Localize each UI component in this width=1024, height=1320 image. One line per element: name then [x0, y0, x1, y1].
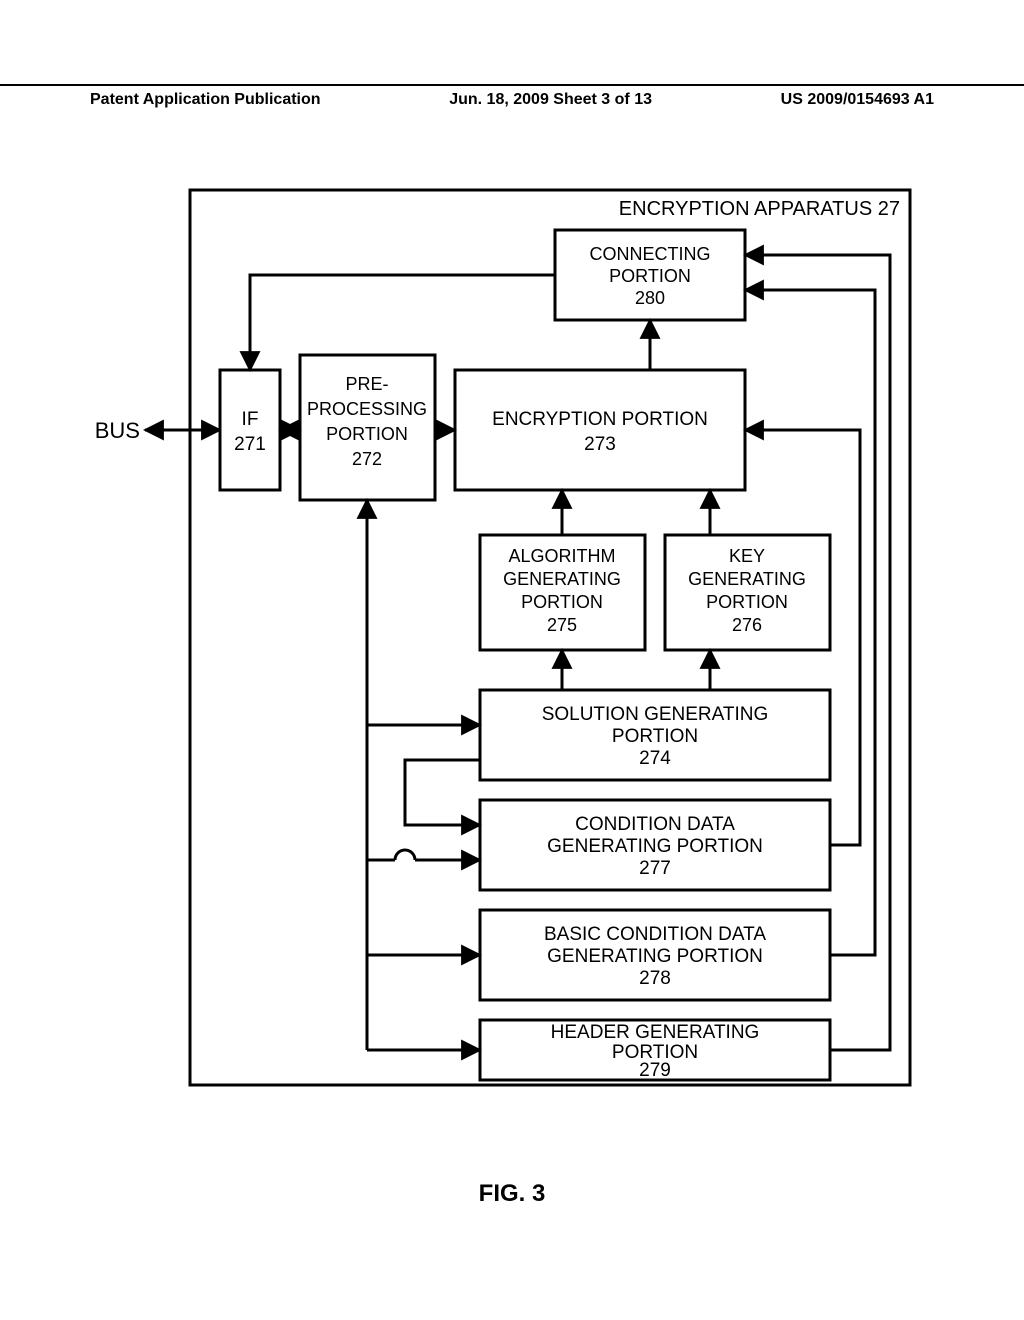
node-sol-l0: SOLUTION GENERATING	[542, 704, 769, 725]
node-conn-l1: PORTION	[609, 266, 691, 286]
node-header-l0: HEADER GENERATING	[551, 1022, 760, 1043]
diagram: ENCRYPTION APPARATUS 27 BUS IF 271 PRE- …	[90, 160, 934, 1180]
node-enc-l0: ENCRYPTION PORTION	[492, 409, 708, 430]
outer-box-label: ENCRYPTION APPARATUS 27	[619, 198, 900, 220]
node-pre-l0: PRE-	[345, 374, 388, 394]
node-enc	[455, 370, 745, 490]
node-sol-l2: 274	[639, 748, 671, 769]
node-basic-l1: GENERATING PORTION	[547, 946, 763, 967]
node-key-l2: PORTION	[706, 592, 788, 612]
node-if-line1: 271	[234, 434, 266, 455]
node-if	[220, 370, 280, 490]
node-alg-l0: ALGORITHM	[508, 546, 615, 566]
node-cond-l2: 277	[639, 858, 671, 879]
node-basic-l2: 278	[639, 968, 671, 989]
node-key-l0: KEY	[729, 546, 765, 566]
node-conn-l2: 280	[635, 288, 665, 308]
header-center: Jun. 18, 2009 Sheet 3 of 13	[449, 91, 652, 109]
node-if-line0: IF	[242, 409, 259, 430]
edge-trunk-cond-hop	[395, 850, 415, 860]
header-right: US 2009/0154693 A1	[781, 91, 934, 109]
node-cond-l1: GENERATING PORTION	[547, 836, 763, 857]
node-conn-l0: CONNECTING	[590, 244, 711, 264]
node-cond-l0: CONDITION DATA	[575, 814, 735, 835]
page-header: Patent Application Publication Jun. 18, …	[0, 84, 1024, 109]
node-basic-l0: BASIC CONDITION DATA	[544, 924, 766, 945]
node-alg-l1: GENERATING	[503, 569, 621, 589]
node-alg-l2: PORTION	[521, 592, 603, 612]
node-key-l1: GENERATING	[688, 569, 806, 589]
node-key-l3: 276	[732, 615, 762, 635]
header-left: Patent Application Publication	[90, 91, 321, 109]
node-pre-l3: 272	[352, 449, 382, 469]
edge-sol-cond	[405, 760, 480, 825]
node-pre-l1: PROCESSING	[307, 399, 427, 419]
node-header-l2: 279	[639, 1060, 671, 1081]
node-sol-l1: PORTION	[612, 726, 698, 747]
node-alg-l3: 275	[547, 615, 577, 635]
figure-label: FIG. 3	[0, 1180, 1024, 1208]
node-pre-l2: PORTION	[326, 424, 408, 444]
bus-label: BUS	[95, 418, 140, 443]
node-enc-l1: 273	[584, 434, 616, 455]
